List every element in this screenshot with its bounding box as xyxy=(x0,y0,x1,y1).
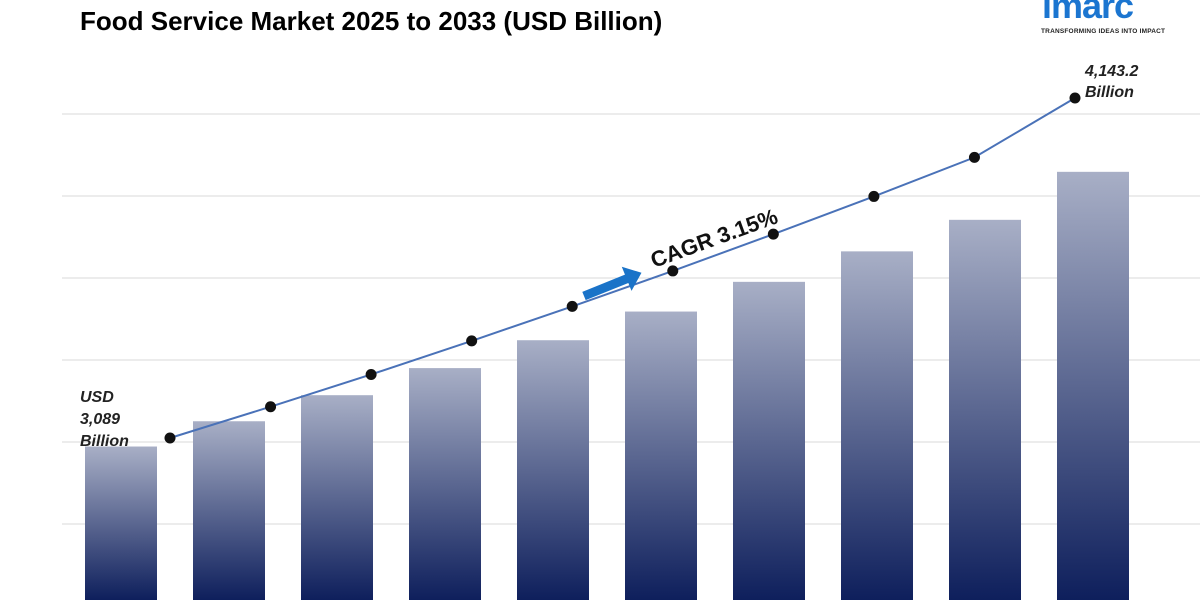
start-value-line-1: USD xyxy=(80,389,114,406)
trend-marker xyxy=(767,228,779,240)
logo-wordmark: imarc xyxy=(1042,0,1134,26)
trend-marker xyxy=(365,368,377,380)
start-value-line-3: Billion xyxy=(80,433,129,450)
bar xyxy=(949,219,1021,600)
start-value-line-2: 3,089 xyxy=(80,411,120,428)
trend-marker xyxy=(164,432,176,444)
bar xyxy=(517,340,589,600)
bar xyxy=(1057,171,1129,600)
logo-tagline: TRANSFORMING IDEAS INTO IMPACT xyxy=(1041,28,1166,35)
cagr-arrow xyxy=(582,266,642,301)
trend-marker xyxy=(868,190,880,202)
end-value-line-2: Billion xyxy=(1085,84,1134,101)
bar xyxy=(625,311,697,600)
bar xyxy=(409,368,481,600)
trend-marker xyxy=(968,151,980,163)
bar xyxy=(193,421,265,600)
bars xyxy=(85,171,1129,600)
bar xyxy=(85,446,157,600)
chart-title: Food Service Market 2025 to 2033 (USD Bi… xyxy=(80,6,663,36)
trend-marker xyxy=(667,265,679,277)
end-value-line-1: 4,143.2 xyxy=(1084,63,1138,80)
bar xyxy=(301,395,373,600)
bar xyxy=(841,251,913,600)
trend-line xyxy=(164,92,1081,444)
trend-line-path xyxy=(169,97,1076,439)
bar xyxy=(733,281,805,600)
trend-marker xyxy=(265,401,277,413)
trend-marker xyxy=(1069,92,1081,104)
cagr-arrow-shape xyxy=(582,266,642,301)
trend-marker xyxy=(466,335,478,347)
trend-marker xyxy=(566,300,578,312)
imarc-logo: imarc TRANSFORMING IDEAS INTO IMPACT xyxy=(1040,0,1200,42)
